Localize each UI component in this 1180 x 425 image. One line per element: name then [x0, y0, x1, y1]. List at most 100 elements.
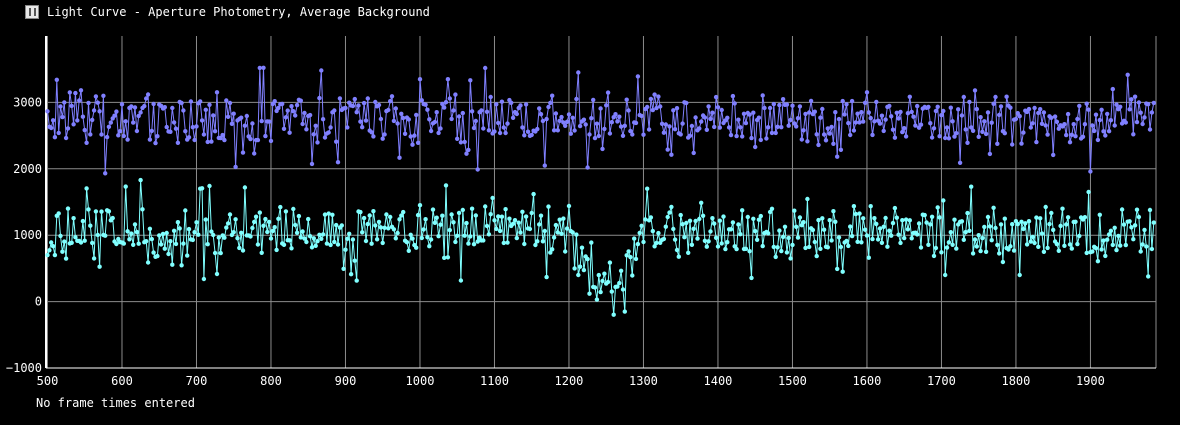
series-2-point [475, 239, 480, 244]
series-2-point [456, 210, 462, 216]
series-1-point [883, 117, 888, 122]
series-2-point [516, 220, 521, 225]
series-2-point [905, 227, 911, 232]
series-2-point [928, 222, 933, 227]
series-2-point [309, 245, 315, 250]
series-1-point [997, 112, 1002, 118]
series-1-point [879, 113, 885, 118]
series-1-point [1129, 97, 1134, 102]
series-2-point [406, 248, 411, 253]
series-1-point [833, 110, 838, 115]
series-2-point [190, 237, 195, 243]
series-2-point [147, 226, 153, 231]
series-2-point [965, 210, 970, 216]
series-2-point [266, 219, 272, 225]
series-2-point [1077, 233, 1082, 239]
series-1-point [155, 134, 160, 139]
series-2-point [630, 273, 635, 278]
series-1-point [365, 96, 370, 101]
series-1-point [775, 124, 780, 129]
series-2-point [471, 242, 477, 247]
series-2-point [896, 232, 901, 237]
series-1-point [868, 115, 873, 121]
series-2-point [224, 225, 229, 230]
y-tick-label: 3000 [13, 95, 42, 109]
series-1-point [553, 111, 559, 116]
series-2-point [140, 207, 145, 212]
series-2-point [272, 225, 277, 230]
series-1-point [620, 133, 626, 138]
series-2-point [527, 226, 533, 232]
series-2-point [602, 271, 607, 276]
series-1-point [786, 123, 791, 128]
series-2-point [620, 287, 626, 292]
series-2-point [758, 213, 763, 219]
series-2-point [170, 262, 175, 267]
series-1-point [492, 129, 497, 134]
series-2-point [322, 212, 328, 217]
series-2-point [622, 309, 627, 314]
series-2-point [540, 239, 546, 244]
series-1-point [112, 113, 117, 118]
series-2-point [1142, 227, 1147, 233]
series-1-point [1147, 127, 1153, 132]
series-1-point [168, 129, 173, 134]
series-2-point [468, 234, 473, 239]
series-2-point [326, 211, 331, 216]
series-1-point [104, 134, 110, 140]
series-1-point [564, 119, 570, 125]
series-2-point [993, 225, 998, 231]
series-1-point [535, 126, 540, 132]
series-1-point [192, 137, 197, 143]
series-1-point [872, 119, 877, 124]
series-2-point [388, 214, 393, 220]
series-2-point [1043, 204, 1048, 210]
series-1-point [205, 139, 210, 145]
series-1-point [658, 104, 663, 109]
series-1-point [50, 118, 56, 123]
series-2-point [777, 228, 782, 233]
x-tick-label: 1300 [629, 374, 658, 388]
series-1-point [827, 131, 832, 136]
series-2-point [531, 191, 536, 197]
series-1-point [965, 140, 970, 145]
series-2-point [708, 229, 713, 234]
series-2-point [667, 210, 672, 215]
light-curve-app-icon[interactable] [25, 5, 39, 19]
series-1-point [1106, 129, 1112, 134]
series-1-point [693, 115, 698, 120]
series-1-point [993, 94, 998, 100]
series-1-point [751, 110, 756, 115]
series-2-point [391, 227, 397, 232]
series-1-point [229, 121, 235, 127]
series-1-point [484, 109, 490, 115]
series-1-point [807, 110, 812, 115]
series-2-point [1069, 246, 1075, 251]
series-2-point [1097, 212, 1103, 217]
series-2-point [892, 205, 898, 211]
series-2-point [214, 271, 220, 277]
series-2-point [559, 231, 564, 236]
series-1-point [1062, 122, 1067, 127]
series-2-point [831, 209, 836, 214]
series-2-point [218, 250, 223, 256]
series-2-point [512, 218, 518, 223]
series-2-point [71, 216, 76, 221]
series-2-point [632, 236, 637, 241]
series-2-point [954, 246, 959, 251]
series-1-point [708, 116, 713, 122]
series-1-point [317, 95, 322, 101]
series-1-point [525, 129, 531, 134]
series-1-point [97, 109, 102, 114]
series-2-point [155, 253, 160, 259]
series-1-point [350, 103, 356, 109]
series-1-point [412, 133, 417, 138]
series-1-point [842, 112, 847, 117]
series-1-point [1131, 132, 1136, 137]
series-2-point [1149, 246, 1155, 252]
series-2-point [574, 232, 579, 237]
series-2-point [380, 240, 385, 246]
series-2-point [523, 214, 529, 219]
series-1-point [544, 116, 549, 122]
series-1-point [967, 99, 972, 105]
